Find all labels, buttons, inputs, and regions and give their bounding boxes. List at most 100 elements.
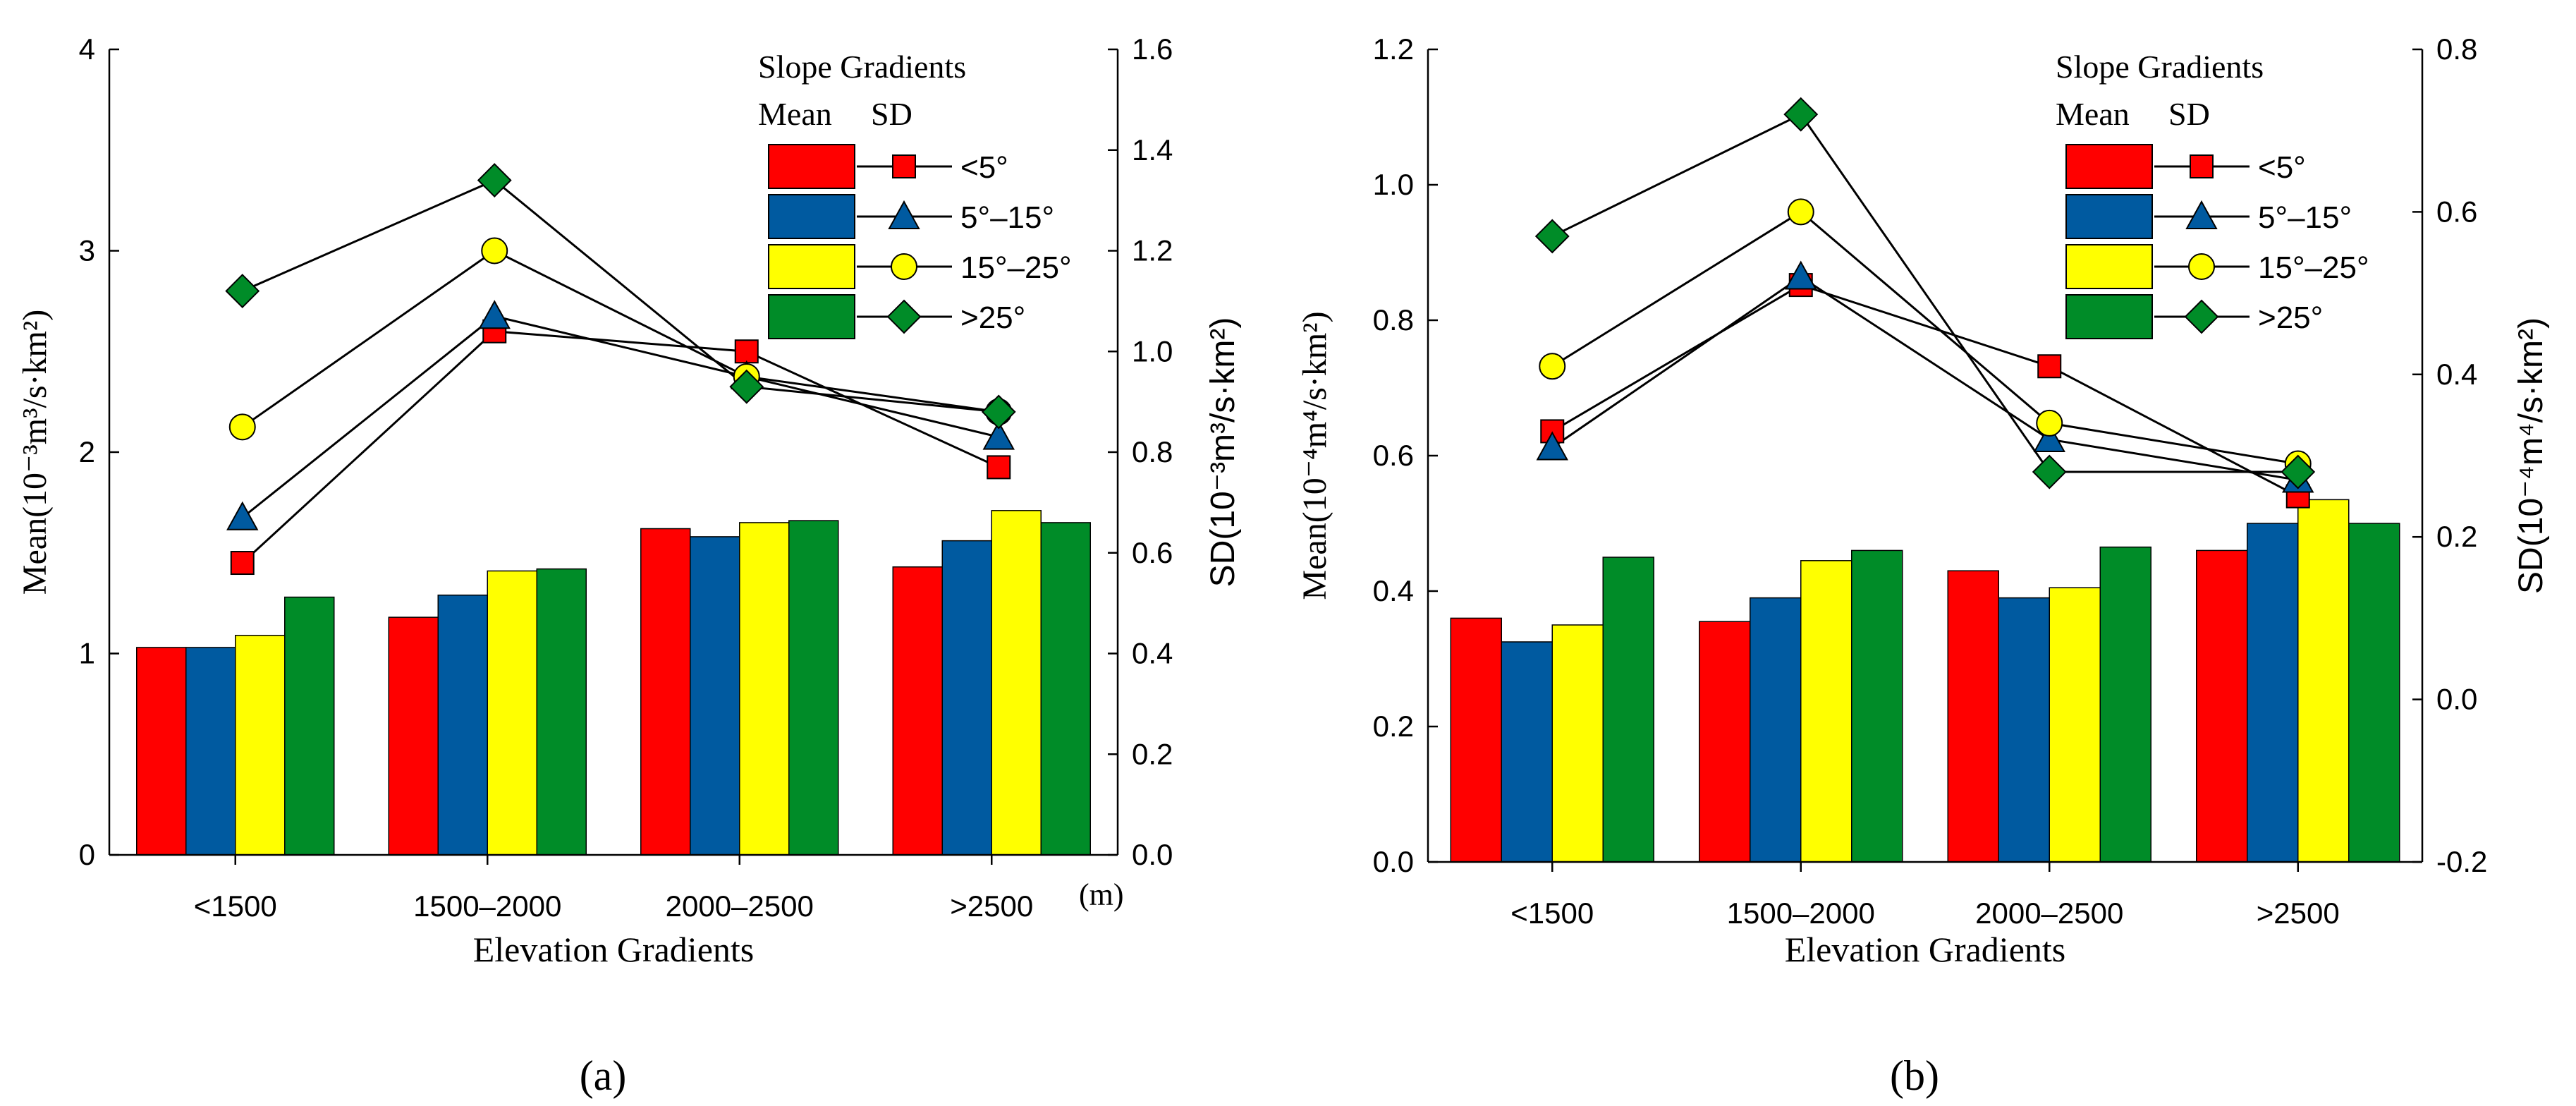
x-tick-label: <1500 [1510, 897, 1594, 930]
legend-label-3: 15°–25° [960, 250, 1072, 285]
sd-marker-4-4 [981, 394, 1016, 430]
y-tick-label-left: 1 [79, 637, 95, 670]
legend-title: Slope Gradients [2056, 49, 2264, 85]
panel-label: (a) [580, 1052, 627, 1099]
legend-label-2: 5°–15° [2258, 200, 2352, 235]
bar-1-2 [388, 616, 439, 856]
bar-4-4 [2348, 523, 2400, 863]
legend-marker-4 [2184, 299, 2219, 334]
y-tick-label-left: 0.0 [1373, 845, 1414, 878]
y-tick-label-right: 0.2 [2436, 520, 2477, 553]
sd-marker-2-3 [2033, 423, 2065, 452]
sd-marker-1-4 [987, 455, 1011, 480]
sd-marker-3-3 [2036, 409, 2063, 437]
y-axis-title-left: Mean(10⁻³m³/s·km²) [16, 310, 54, 595]
y-tick-label-right: 1.6 [1132, 32, 1173, 66]
sd-marker-4-1 [225, 274, 260, 309]
legend-marker-3 [2188, 253, 2215, 280]
bar-4-1 [1602, 557, 1654, 863]
sd-line-4 [1551, 113, 2298, 473]
chart-panel-a: 0 1 2 3 4 0.0 0.2 0.4 0.6 0.8 1.0 1.2 1.4 1.6 <1500 150… [16, 32, 1242, 1099]
y-tick-label-left: 2 [79, 435, 95, 468]
sd-marker-4-1 [1534, 219, 1570, 254]
legend-marker-2 [2185, 200, 2218, 229]
y-tick-label-right: 1.0 [1132, 334, 1173, 367]
sd-marker-2-2 [1785, 260, 1817, 290]
y-tick-label-left: 1.0 [1373, 168, 1414, 201]
y-tick-label-right: 0.2 [1132, 737, 1173, 770]
axes: 0.0 0.2 0.4 0.6 0.8 1.0 1.2 -0.2 0.0 0.2 0.4 0.6 0.8… [1373, 32, 2488, 930]
bar-3-1 [235, 635, 286, 856]
bar-1-3 [640, 528, 691, 856]
x-tick-label: >2500 [2257, 897, 2340, 930]
y-tick-label-left: 0.6 [1373, 439, 1414, 472]
bar-3-4 [991, 510, 1042, 856]
legend-col-mean: Mean [2056, 96, 2130, 132]
bar-2-3 [1998, 597, 2050, 863]
sd-marker-4-3 [2032, 454, 2067, 490]
bar-2-3 [690, 536, 740, 856]
legend-swatch-4 [768, 294, 855, 339]
bar-3-1 [1551, 624, 1604, 863]
sd-marker-2-1 [1536, 431, 1568, 461]
legend-label-1: <5° [2258, 150, 2306, 185]
x-axis-unit: (m) [1079, 877, 1124, 912]
bar-3-2 [487, 570, 537, 856]
legend-label-4: >25° [2258, 300, 2323, 335]
bar-1-1 [136, 647, 187, 856]
bar-2-4 [941, 540, 992, 856]
legend-marker-1 [2190, 154, 2214, 178]
y-tick-label-right: 0.8 [1132, 435, 1173, 468]
legend: Slope Gradients Mean SD <5° 5°–15° 15°–25° >25… [758, 49, 1072, 339]
sd-marker-4-4 [2281, 454, 2316, 490]
sd-marker-2-1 [226, 501, 259, 530]
legend-marker-4 [886, 299, 922, 334]
legend: Slope Gradients Mean SD <5° 5°–15° 15°–25° >25… [2056, 49, 2369, 339]
legend-swatch-1 [768, 144, 855, 189]
sd-marker-3-1 [228, 413, 256, 441]
x-tick-label: 1500–2000 [413, 889, 561, 923]
y-tick-label-right: 0.0 [1132, 838, 1173, 871]
x-axis-title: Elevation Gradients [473, 930, 755, 969]
bar-2-4 [2247, 523, 2299, 863]
bar-4-4 [1040, 522, 1091, 856]
bar-2-2 [437, 594, 488, 856]
bar-3-3 [739, 522, 790, 856]
legend-title: Slope Gradients [758, 49, 966, 85]
x-tick-label: 1500–2000 [1727, 897, 1875, 930]
chart-panel-b: 0.0 0.2 0.4 0.6 0.8 1.0 1.2 -0.2 0.0 0.2 0.4 0.6 0.8… [1296, 32, 2550, 1099]
y-tick-label-left: 1.2 [1373, 32, 1414, 66]
bar-1-2 [1699, 621, 1751, 863]
sd-series [1534, 97, 2316, 509]
bar-2-2 [1750, 597, 1802, 863]
sd-line-1 [241, 330, 999, 564]
legend-swatch-2 [2065, 194, 2153, 239]
bar-4-3 [788, 520, 839, 856]
y-tick-label-right: 1.4 [1132, 133, 1173, 166]
sd-marker-4-2 [477, 163, 512, 198]
bar-2-1 [185, 647, 236, 856]
y-tick-label-left: 0 [79, 838, 95, 871]
bar-3-4 [2297, 499, 2350, 863]
bar-1-4 [2196, 549, 2248, 863]
y-tick-label-left: 0.4 [1373, 574, 1414, 607]
x-tick-label: 2000–2500 [1975, 897, 2123, 930]
panel-label: (b) [1890, 1052, 1939, 1099]
bar-1-1 [1450, 617, 1502, 863]
bar-4-3 [2099, 546, 2151, 863]
legend-marker-3 [891, 253, 917, 280]
sd-marker-1-3 [2037, 354, 2062, 379]
sd-marker-2-4 [982, 420, 1015, 450]
sd-marker-3-2 [1787, 198, 1814, 226]
y-axis-title-right: SD(10⁻³m³/s·km²) [1204, 317, 1242, 588]
legend-label-4: >25° [960, 300, 1025, 335]
y-tick-label-left: 4 [79, 32, 95, 66]
legend-label-2: 5°–15° [960, 200, 1054, 235]
bar-3-3 [2049, 587, 2101, 863]
bar-4-1 [284, 596, 335, 856]
y-tick-label-right: 0.8 [2436, 32, 2477, 66]
y-tick-label-right: 0.0 [2436, 683, 2477, 716]
sd-marker-1-3 [734, 339, 759, 364]
sd-series [225, 163, 1016, 576]
x-axis-title: Elevation Gradients [1785, 930, 2066, 969]
